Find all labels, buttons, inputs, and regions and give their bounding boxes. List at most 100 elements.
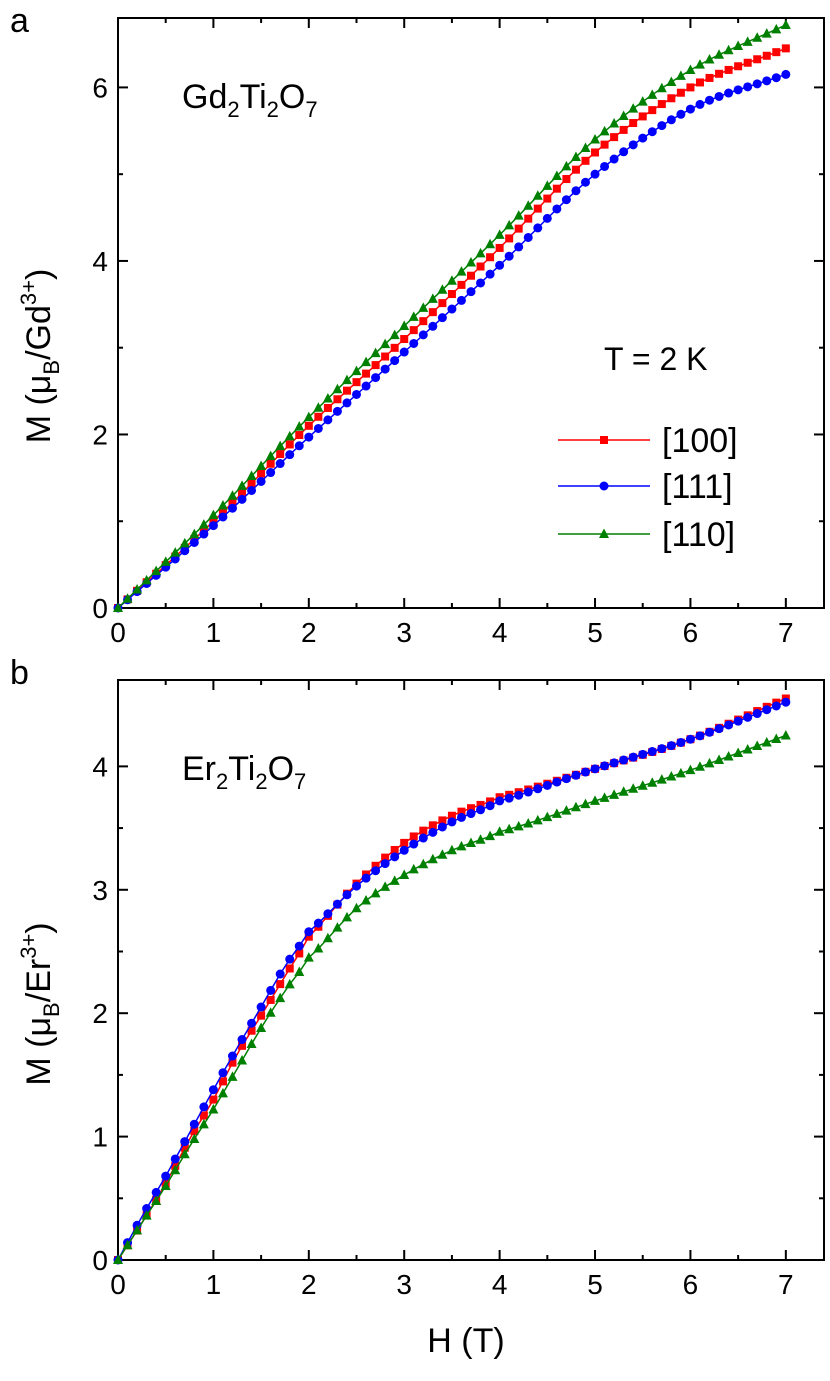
data-point bbox=[733, 85, 743, 95]
data-point bbox=[190, 1126, 199, 1135]
panel-a-letter: a bbox=[10, 2, 29, 40]
data-point bbox=[237, 1055, 248, 1065]
data-point bbox=[409, 832, 418, 841]
data-point bbox=[532, 190, 543, 200]
data-point bbox=[208, 521, 218, 531]
data-point bbox=[532, 814, 543, 825]
data-point bbox=[714, 754, 725, 764]
data-point bbox=[218, 512, 228, 522]
x-tick-label: 0 bbox=[110, 617, 126, 648]
data-point bbox=[217, 1087, 228, 1098]
data-point bbox=[257, 469, 266, 478]
data-point bbox=[476, 278, 486, 288]
data-point bbox=[304, 927, 314, 937]
data-point bbox=[218, 1077, 227, 1086]
data-point bbox=[752, 740, 763, 751]
data-point bbox=[666, 741, 676, 751]
data-point bbox=[447, 304, 457, 314]
data-point bbox=[323, 403, 332, 412]
data-point bbox=[685, 104, 695, 114]
data-point bbox=[657, 121, 667, 131]
data-point bbox=[265, 1007, 276, 1017]
x-tick-label: 4 bbox=[492, 617, 508, 648]
data-point bbox=[352, 389, 362, 399]
data-point bbox=[361, 894, 372, 905]
data-point bbox=[456, 812, 466, 822]
panel-a-y-axis-title: M (μB/Gd3+) bbox=[16, 269, 64, 444]
data-point bbox=[180, 1137, 190, 1147]
data-point bbox=[542, 780, 552, 790]
data-point bbox=[580, 798, 591, 809]
data-point bbox=[715, 69, 724, 78]
y-tick-label: 3 bbox=[92, 875, 108, 906]
data-point bbox=[170, 1154, 180, 1164]
data-point bbox=[685, 64, 696, 75]
data-point bbox=[590, 795, 601, 805]
data-point bbox=[562, 175, 571, 184]
data-point bbox=[437, 849, 448, 859]
panel-a-frame bbox=[117, 17, 825, 609]
data-point bbox=[600, 761, 610, 771]
data-point bbox=[456, 840, 467, 851]
data-point bbox=[705, 727, 715, 737]
data-point bbox=[228, 1058, 237, 1067]
data-point bbox=[771, 23, 782, 34]
data-point bbox=[247, 1026, 256, 1035]
legend-marker bbox=[600, 436, 608, 444]
data-point bbox=[323, 415, 333, 425]
data-point bbox=[275, 440, 286, 451]
data-point bbox=[495, 243, 504, 252]
data-point bbox=[362, 369, 371, 378]
data-point bbox=[323, 909, 333, 919]
data-point bbox=[762, 76, 772, 86]
x-tick-label: 5 bbox=[587, 617, 603, 648]
data-point bbox=[466, 809, 476, 819]
data-point bbox=[295, 949, 304, 958]
data-point bbox=[695, 78, 704, 87]
data-point bbox=[552, 184, 561, 193]
panel-a-series bbox=[113, 19, 791, 613]
data-point bbox=[781, 69, 791, 79]
y-tick-label: 1 bbox=[92, 1122, 108, 1153]
data-point bbox=[724, 88, 734, 98]
data-point bbox=[742, 744, 753, 754]
data-point bbox=[218, 1068, 228, 1078]
data-point bbox=[457, 280, 466, 289]
data-point bbox=[447, 811, 456, 820]
data-point bbox=[629, 119, 638, 128]
data-point bbox=[676, 109, 686, 119]
data-point bbox=[332, 899, 342, 909]
data-point bbox=[218, 508, 227, 517]
data-point bbox=[438, 816, 447, 825]
data-point bbox=[295, 431, 304, 440]
data-point bbox=[771, 73, 781, 83]
panel-b: b 0 1 2 3 4 5 6 7 0 1 2 3 4 Er2Ti2O7 M (μB/Er3+) bbox=[10, 654, 825, 1300]
data-point bbox=[228, 498, 237, 507]
data-point bbox=[409, 839, 419, 849]
data-point bbox=[599, 792, 610, 802]
data-point bbox=[733, 40, 744, 50]
data-point bbox=[638, 112, 647, 121]
data-point bbox=[276, 450, 285, 459]
data-point bbox=[198, 1118, 209, 1129]
data-point bbox=[256, 476, 266, 486]
x-tick-label: 7 bbox=[778, 617, 794, 648]
x-tick-label: 5 bbox=[587, 1269, 603, 1300]
data-point bbox=[446, 275, 457, 285]
data-point bbox=[160, 1180, 171, 1190]
data-point bbox=[609, 154, 619, 164]
data-point bbox=[361, 356, 372, 367]
data-point bbox=[285, 964, 294, 973]
data-point bbox=[752, 709, 762, 719]
data-point bbox=[371, 866, 381, 876]
data-point bbox=[513, 820, 524, 831]
data-point bbox=[628, 783, 639, 793]
data-point bbox=[151, 565, 162, 576]
data-point bbox=[476, 805, 486, 815]
data-point bbox=[533, 223, 543, 233]
data-point bbox=[675, 767, 686, 778]
data-point bbox=[485, 801, 495, 811]
data-point bbox=[266, 459, 275, 468]
data-point bbox=[504, 251, 514, 261]
